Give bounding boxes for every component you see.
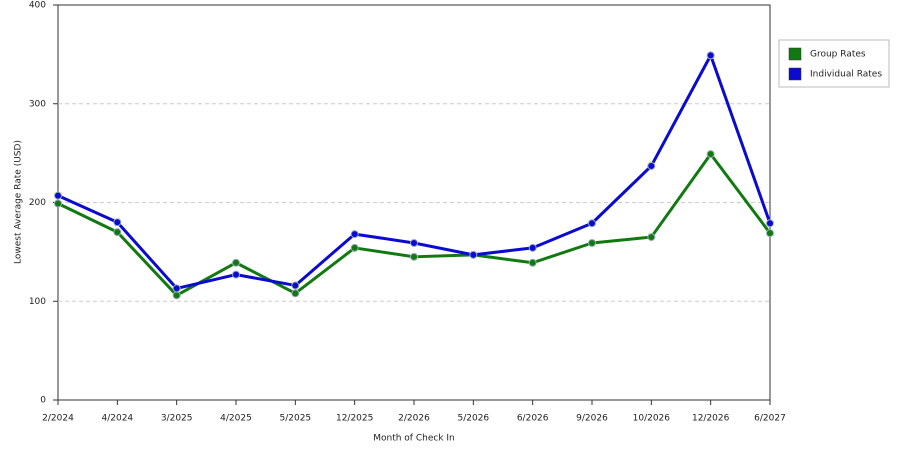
data-point <box>350 230 359 239</box>
y-axis-label: Lowest Average Rate (USD) <box>14 140 24 264</box>
data-point <box>410 238 418 247</box>
x-tick-label: 4/2024 <box>101 414 133 424</box>
data-point <box>588 219 596 228</box>
x-axis-label: Month of Check In <box>373 434 455 444</box>
data-point <box>350 243 359 252</box>
legend-label: Individual Rates <box>810 70 882 80</box>
legend-swatch <box>788 47 802 61</box>
plot-area <box>57 4 771 401</box>
data-point <box>647 161 656 170</box>
x-tick-label: 4/2025 <box>220 414 252 424</box>
data-point <box>766 219 774 228</box>
data-point <box>291 289 300 298</box>
data-point <box>766 229 774 238</box>
data-point <box>647 233 656 242</box>
data-point <box>410 252 418 261</box>
data-point <box>232 258 240 267</box>
data-point <box>588 238 596 247</box>
legend-label: Group Rates <box>810 50 866 60</box>
data-point <box>528 243 537 252</box>
data-point <box>232 270 240 279</box>
data-point <box>172 284 181 293</box>
data-point <box>469 250 478 259</box>
x-tick-label: 2/2026 <box>398 414 430 424</box>
x-tick-label: 10/2026 <box>633 414 671 424</box>
data-point <box>291 281 300 290</box>
x-tick-label: 12/2025 <box>336 414 373 424</box>
x-tick-label: 5/2025 <box>279 414 311 424</box>
x-tick-label: 6/2027 <box>754 414 786 424</box>
data-point <box>706 51 715 60</box>
data-point <box>54 191 62 200</box>
x-tick-label: 6/2026 <box>517 414 549 424</box>
x-tick-label: 2/2024 <box>42 414 74 424</box>
y-tick-label: 400 <box>29 1 46 11</box>
data-point <box>113 218 122 227</box>
data-point <box>54 199 62 208</box>
data-point <box>113 228 122 237</box>
y-tick-label: 200 <box>29 198 46 208</box>
data-point <box>528 258 537 267</box>
x-tick-label: 12/2026 <box>692 414 730 424</box>
y-tick-label: 0 <box>40 396 46 406</box>
x-tick-label: 9/2026 <box>576 414 608 424</box>
y-tick-label: 100 <box>29 297 46 307</box>
data-point <box>172 291 181 300</box>
x-tick-label: 3/2025 <box>161 414 193 424</box>
legend-swatch <box>788 67 802 81</box>
y-tick-label: 300 <box>29 99 46 109</box>
data-point <box>706 150 715 159</box>
x-tick-label: 5/2026 <box>457 414 489 424</box>
